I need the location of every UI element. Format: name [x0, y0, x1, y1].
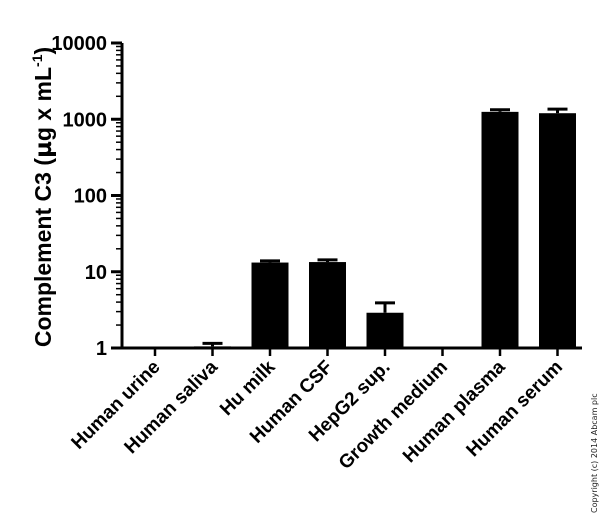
y-tick-label: 1	[96, 338, 107, 360]
error-bars	[202, 107, 568, 347]
bars	[194, 111, 576, 348]
bar	[309, 262, 346, 348]
category-label: Growth medium	[335, 357, 452, 474]
y-ticks: 1 10 100 1000 10000	[51, 33, 122, 360]
y-tick-label: 10000	[51, 33, 107, 55]
bar	[366, 312, 404, 348]
y-axis-title-close: )	[30, 47, 56, 55]
category-label: Human plasma	[399, 356, 510, 467]
bar	[481, 111, 519, 348]
y-axis-title-rest: g x mL	[30, 67, 56, 141]
y-axis-title-mu: µ	[31, 141, 57, 158]
y-axis-title: Complement C3 (µg x mL-1)	[29, 47, 57, 347]
y-axis-title-sup: -1	[29, 54, 45, 67]
y-tick-label: 1000	[63, 109, 108, 131]
copyright-text: Copyright (c) 2014 Abcam plc	[590, 393, 599, 513]
y-tick-label: 100	[74, 186, 107, 208]
y-tick-label: 10	[85, 262, 107, 284]
y-axis-title-main: Complement C3 (	[30, 158, 56, 347]
bar	[539, 113, 576, 348]
x-axis	[120, 346, 582, 356]
bar	[251, 262, 289, 348]
bar	[194, 346, 231, 348]
